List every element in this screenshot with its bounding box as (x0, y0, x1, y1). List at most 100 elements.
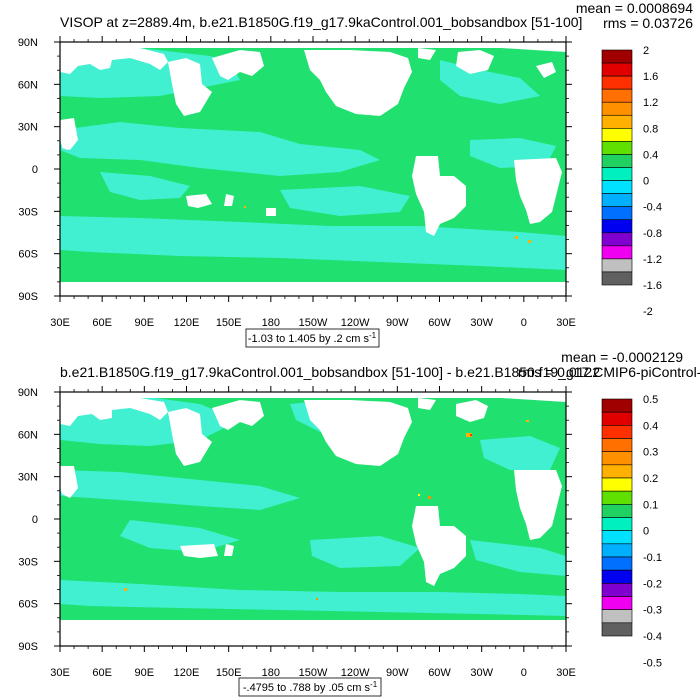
panel-2-land-mask (60, 392, 566, 646)
y-tick-label: 60N (18, 79, 38, 91)
colorbar-label: -0.5 (643, 657, 662, 669)
colorbar-label: -1.6 (643, 280, 662, 292)
y-tick-label: 90N (18, 387, 38, 399)
colorbar-swatch (601, 438, 633, 452)
colorbar-swatch (601, 245, 633, 260)
colorbar-swatch (601, 530, 633, 545)
colorbar-swatch (601, 62, 633, 77)
y-tick-label: 60S (18, 599, 38, 611)
colorbar-swatch (601, 167, 633, 181)
colorbar-swatch (601, 583, 633, 597)
colorbar-swatch (601, 49, 633, 64)
colorbar-label: 0.5 (643, 394, 658, 406)
colorbar-swatch (601, 451, 633, 466)
y-tick-label: 30S (18, 206, 38, 218)
colorbar-swatch (601, 271, 633, 286)
colorbar-label: 1.6 (643, 71, 658, 83)
x-tick-label: 30W (470, 667, 493, 679)
colorbar-label: 0.3 (643, 447, 658, 459)
x-tick-label: 120E (174, 317, 200, 329)
panel-2-axes: 30E 60E 90E 120E 150E 180 150W 120W 90W 60W 30W 0 30… (18, 386, 576, 679)
colorbar-swatch (601, 517, 633, 531)
y-tick-label: 90S (18, 641, 38, 653)
x-tick-label: 30W (470, 317, 493, 329)
colorbar-swatch (601, 477, 633, 492)
panel-1-range-label: -1.03 to 1.405 by .2 cm s (248, 333, 370, 345)
colorbar-swatch (601, 88, 633, 103)
colorbar-swatch (601, 504, 633, 518)
colorbar-swatch (601, 154, 633, 168)
x-tick-label: 90E (135, 317, 155, 329)
x-tick-label: 120W (341, 317, 370, 329)
colorbar-label: -0.4 (643, 202, 662, 214)
colorbar-label: 0.8 (643, 123, 658, 135)
panel-2-rms: rms = 0.0122 (518, 364, 600, 380)
y-tick-label: 0 (32, 164, 38, 176)
panel-1-title: VISOP at z=2889.4m, b.e21.B1850G.f19_g17… (60, 14, 582, 30)
colorbar-swatch (601, 180, 633, 194)
colorbar-label: -0.3 (643, 605, 662, 617)
colorbar-swatch (601, 193, 633, 207)
colorbar-swatch (601, 114, 633, 129)
colorbar-label: 0 (643, 176, 649, 188)
panel-2-range-sup: -1 (370, 680, 378, 689)
colorbar-swatch (601, 490, 633, 505)
x-tick-label: 150E (216, 317, 242, 329)
y-tick-label: 60S (18, 249, 38, 261)
colorbar-swatch (601, 622, 633, 637)
panel-2-range-box: -.4795 to .788 by .05 cm s-1 (238, 677, 382, 697)
x-tick-label: 60W (428, 317, 451, 329)
x-tick-label: 90W (386, 317, 409, 329)
x-tick-label: 0 (521, 317, 527, 329)
x-tick-label: 0 (521, 667, 527, 679)
y-tick-label: 0 (32, 514, 38, 526)
colorbar-swatch (601, 569, 633, 584)
panel-2-colorbar: 0.5 0.4 0.3 0.2 0.1 0 -0.1 -0.2 -0.3 -0.4 -0.5 (601, 394, 662, 669)
y-tick-label: 30S (18, 556, 38, 568)
colorbar-swatch (601, 128, 633, 142)
colorbar-swatch (601, 101, 633, 116)
x-tick-label: 150W (299, 317, 328, 329)
y-tick-label: 90S (18, 291, 38, 303)
colorbar-swatch (601, 596, 633, 610)
panel-1-range-sup: -1 (369, 331, 377, 340)
panel-2-title: b.e21.B1850G.f19_g17.9kaControl.001_bobs… (60, 364, 700, 380)
svg-text:-.4795 to .788 by .05 cm s-1: -.4795 to .788 by .05 cm s-1 (243, 680, 378, 694)
colorbar-label: -0.4 (643, 631, 662, 643)
x-tick-label: 90W (386, 667, 409, 679)
colorbar-label: -0.1 (643, 552, 662, 564)
panel-2-map (60, 392, 566, 646)
panel-1-colorbar: 2 1.6 1.2 0.8 0.4 0 -0.4 -0.8 -1.2 -1.6 -2 (601, 45, 662, 318)
panel-1-map (60, 42, 566, 296)
colorbar-label: -0.8 (643, 228, 662, 240)
colorbar-swatch (601, 75, 633, 90)
panel-1-rms: rms = 0.03726 (603, 15, 693, 31)
colorbar-label: 1.2 (643, 97, 658, 109)
colorbar-swatch (601, 219, 633, 234)
panel-2-mean: mean = -0.0002129 (561, 349, 683, 365)
x-tick-label: 60E (92, 667, 112, 679)
colorbar-swatch (601, 258, 633, 273)
x-tick-label: 180 (262, 317, 280, 329)
panel-2: b.e21.B1850G.f19_g17.9kaControl.001_bobs… (18, 349, 700, 697)
panel-2-hotspots (124, 420, 529, 600)
colorbar-swatch (601, 425, 633, 439)
colorbar-label: 2 (643, 45, 649, 57)
colorbar-swatch (601, 464, 633, 479)
y-tick-label: 30N (18, 122, 38, 134)
colorbar-swatch (601, 398, 633, 413)
panel-1-axes: 30E 60E 90E 120E 150E 180 150W 120W 90W 60W 30W 0 30… (18, 36, 576, 329)
x-tick-label: 180 (262, 667, 280, 679)
x-tick-label: 90E (135, 667, 155, 679)
colorbar-label: 0 (643, 526, 649, 538)
panel-2-range-label: -.4795 to .788 by .05 cm s (243, 682, 371, 694)
colorbar-swatch (601, 206, 633, 221)
colorbar-swatch (601, 411, 633, 426)
x-tick-label: 60W (428, 667, 451, 679)
x-tick-label: 60E (92, 317, 112, 329)
x-tick-label: 150W (299, 667, 328, 679)
colorbar-label: 0.1 (643, 499, 658, 511)
colorbar-label: 0.2 (643, 473, 658, 485)
svg-text:-1.03 to 1.405 by .2 cm s-1: -1.03 to 1.405 by .2 cm s-1 (248, 331, 377, 345)
